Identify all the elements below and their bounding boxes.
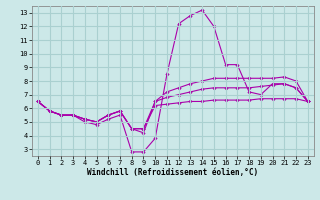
X-axis label: Windchill (Refroidissement éolien,°C): Windchill (Refroidissement éolien,°C) [87, 168, 258, 177]
